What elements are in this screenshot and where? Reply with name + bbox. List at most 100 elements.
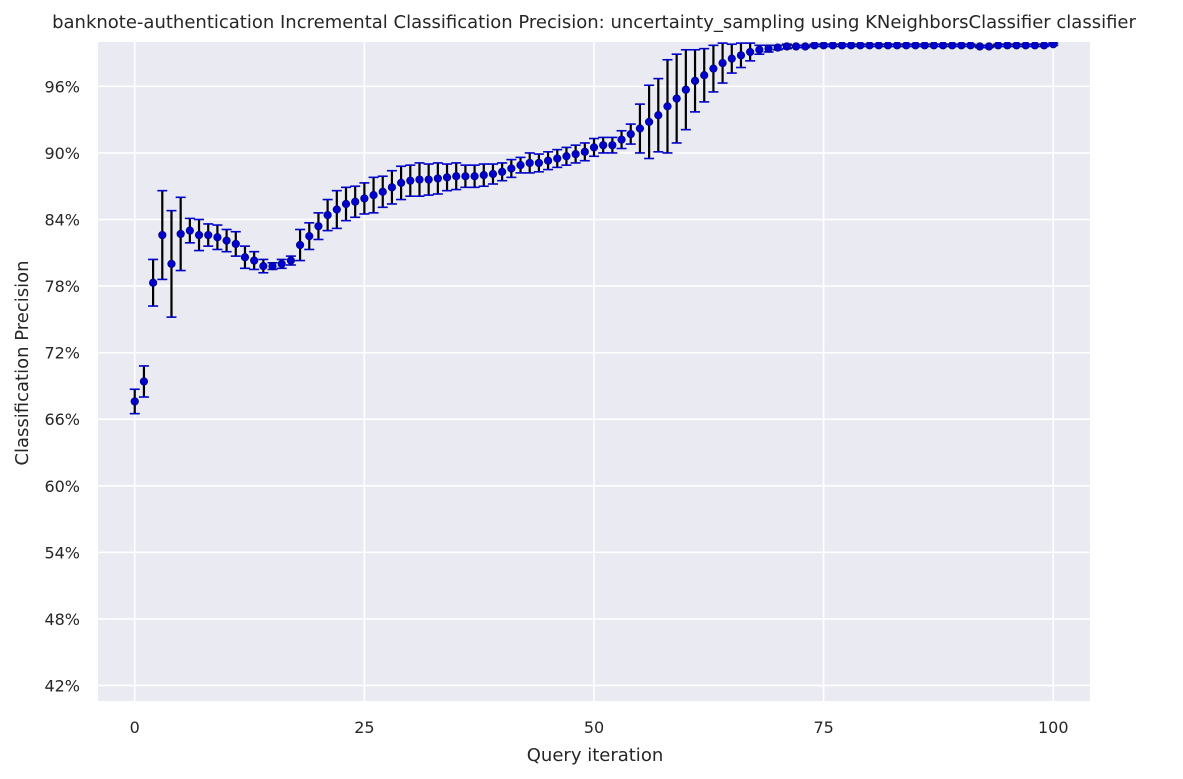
data-marks	[129, 42, 1059, 415]
data-point	[479, 171, 488, 180]
data-point	[543, 156, 553, 165]
data-point	[259, 262, 268, 271]
data-point	[663, 102, 672, 111]
data-point	[791, 42, 801, 51]
data-point	[516, 161, 525, 170]
x-tick-label: 0	[130, 718, 140, 737]
data-point	[929, 42, 938, 50]
x-axis-label: Query iteration	[527, 745, 663, 766]
data-point	[957, 42, 966, 50]
data-point	[397, 178, 406, 187]
data-point	[654, 111, 663, 120]
data-point	[736, 51, 746, 60]
data-point	[948, 42, 957, 50]
data-point	[268, 262, 277, 271]
data-point	[626, 129, 635, 139]
data-point	[470, 172, 479, 181]
data-point	[893, 42, 902, 50]
data-point	[277, 259, 286, 268]
data-point	[305, 232, 314, 241]
data-point	[1030, 42, 1039, 50]
data-point	[672, 94, 681, 103]
y-axis-label: Classification Precision	[12, 260, 33, 465]
y-tick-label: 60%	[44, 477, 80, 496]
data-point	[1049, 42, 1058, 49]
data-point	[378, 187, 387, 196]
x-tick-labels: 0 25 50 75 100	[130, 718, 1069, 737]
data-point	[562, 152, 571, 161]
data-point	[167, 259, 176, 268]
data-point	[176, 229, 185, 239]
data-point	[452, 172, 461, 181]
data-point	[204, 230, 213, 240]
data-point	[488, 169, 498, 179]
y-tick-label: 66%	[44, 410, 80, 429]
data-point	[994, 42, 1003, 50]
data-point	[158, 230, 167, 240]
data-point	[222, 236, 231, 245]
data-point	[727, 54, 736, 63]
data-point	[608, 141, 617, 150]
data-point	[571, 149, 580, 159]
data-point	[498, 167, 507, 176]
data-point	[819, 42, 828, 50]
data-point	[415, 175, 424, 184]
data-point	[351, 197, 360, 206]
data-point	[1021, 42, 1030, 50]
data-point	[709, 64, 718, 73]
data-point	[902, 42, 911, 50]
data-point	[755, 45, 764, 54]
data-point	[681, 85, 690, 94]
data-point	[837, 42, 847, 50]
data-point	[746, 47, 755, 57]
data-point	[130, 397, 139, 406]
data-point	[856, 42, 865, 50]
data-point	[314, 222, 323, 231]
data-point	[801, 42, 810, 51]
data-point	[387, 183, 397, 192]
data-point	[589, 143, 599, 152]
data-point	[1012, 42, 1021, 50]
x-tick-label: 25	[354, 718, 374, 737]
data-point	[718, 58, 727, 68]
data-point	[139, 377, 149, 386]
data-point	[525, 158, 534, 168]
y-tick-label: 84%	[44, 211, 80, 230]
y-tick-label: 42%	[44, 676, 80, 695]
y-tick-label: 72%	[44, 344, 80, 363]
x-tick-label: 50	[584, 718, 604, 737]
data-point	[1039, 42, 1049, 50]
data-point	[645, 117, 654, 126]
data-point	[580, 147, 589, 156]
data-point	[599, 141, 608, 150]
data-point	[240, 253, 250, 262]
data-point	[635, 124, 645, 133]
y-tick-label: 96%	[44, 77, 80, 96]
data-point	[617, 135, 626, 144]
data-point	[194, 230, 204, 240]
data-point	[1003, 42, 1012, 50]
data-point	[213, 233, 222, 242]
x-tick-label: 100	[1038, 718, 1069, 737]
data-point	[865, 42, 874, 50]
data-point	[185, 226, 194, 235]
y-tick-label: 54%	[44, 543, 80, 562]
data-point	[341, 199, 351, 209]
data-point	[911, 42, 920, 50]
data-point	[773, 43, 782, 52]
data-point	[975, 42, 984, 51]
chart-title: banknote-authentication Incremental Clas…	[52, 12, 1136, 33]
data-point	[442, 173, 452, 182]
data-point	[874, 42, 883, 50]
data-point	[847, 42, 856, 50]
data-point	[149, 278, 158, 287]
data-point	[231, 239, 240, 249]
data-point	[360, 194, 369, 203]
data-point	[700, 71, 709, 80]
y-tick-label: 90%	[44, 144, 80, 163]
data-point	[553, 154, 562, 163]
data-point	[332, 205, 341, 214]
data-point	[433, 174, 442, 183]
data-point	[782, 42, 791, 51]
